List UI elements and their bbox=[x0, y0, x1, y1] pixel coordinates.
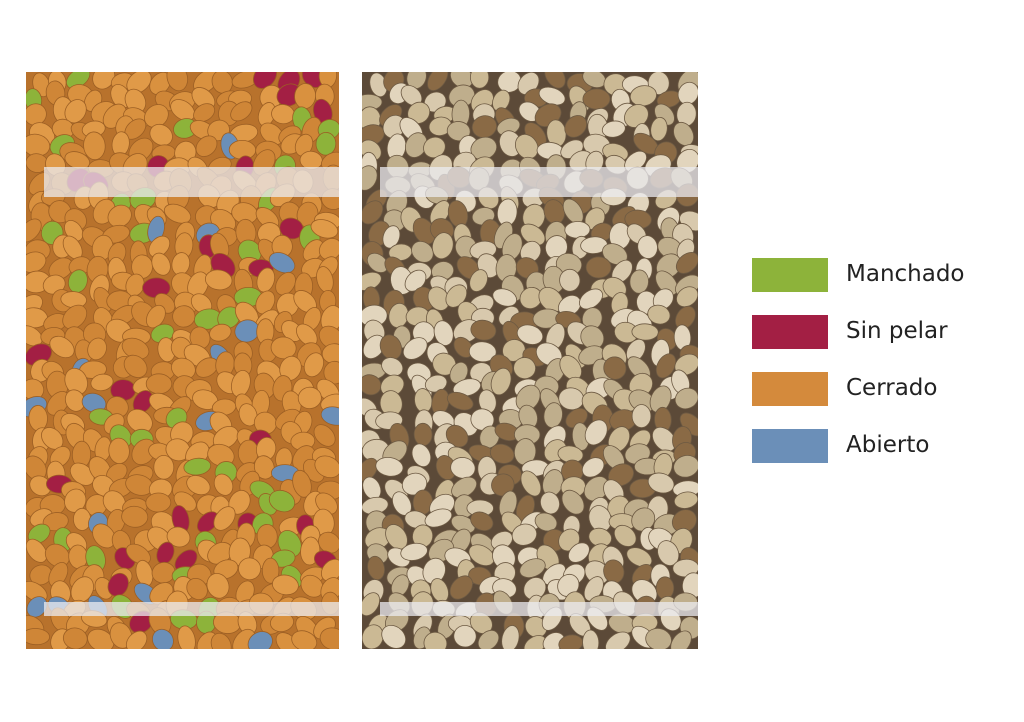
legend-item-abierto: Abierto bbox=[752, 429, 992, 463]
legend-item-sin-pelar: Sin pelar bbox=[752, 315, 992, 349]
legend-label-manchado: Manchado bbox=[846, 261, 965, 287]
legend-item-manchado: Manchado bbox=[752, 258, 992, 292]
legend-swatch-manchado bbox=[752, 258, 828, 292]
legend-label-sin-pelar: Sin pelar bbox=[846, 318, 948, 344]
nut-texture bbox=[362, 72, 698, 649]
legend-item-cerrado: Cerrado bbox=[752, 372, 992, 406]
legend-swatch-cerrado bbox=[752, 372, 828, 406]
segmentation-image bbox=[26, 72, 339, 649]
legend-label-cerrado: Cerrado bbox=[846, 375, 938, 401]
legend-swatch-sin-pelar bbox=[752, 315, 828, 349]
legend-label-abierto: Abierto bbox=[846, 432, 930, 458]
segmentation-mask-graphic bbox=[26, 72, 339, 649]
pistachio-photo bbox=[362, 72, 698, 649]
nut-texture bbox=[26, 72, 339, 649]
legend-swatch-abierto bbox=[752, 429, 828, 463]
pistachio-photo-graphic bbox=[362, 72, 698, 649]
